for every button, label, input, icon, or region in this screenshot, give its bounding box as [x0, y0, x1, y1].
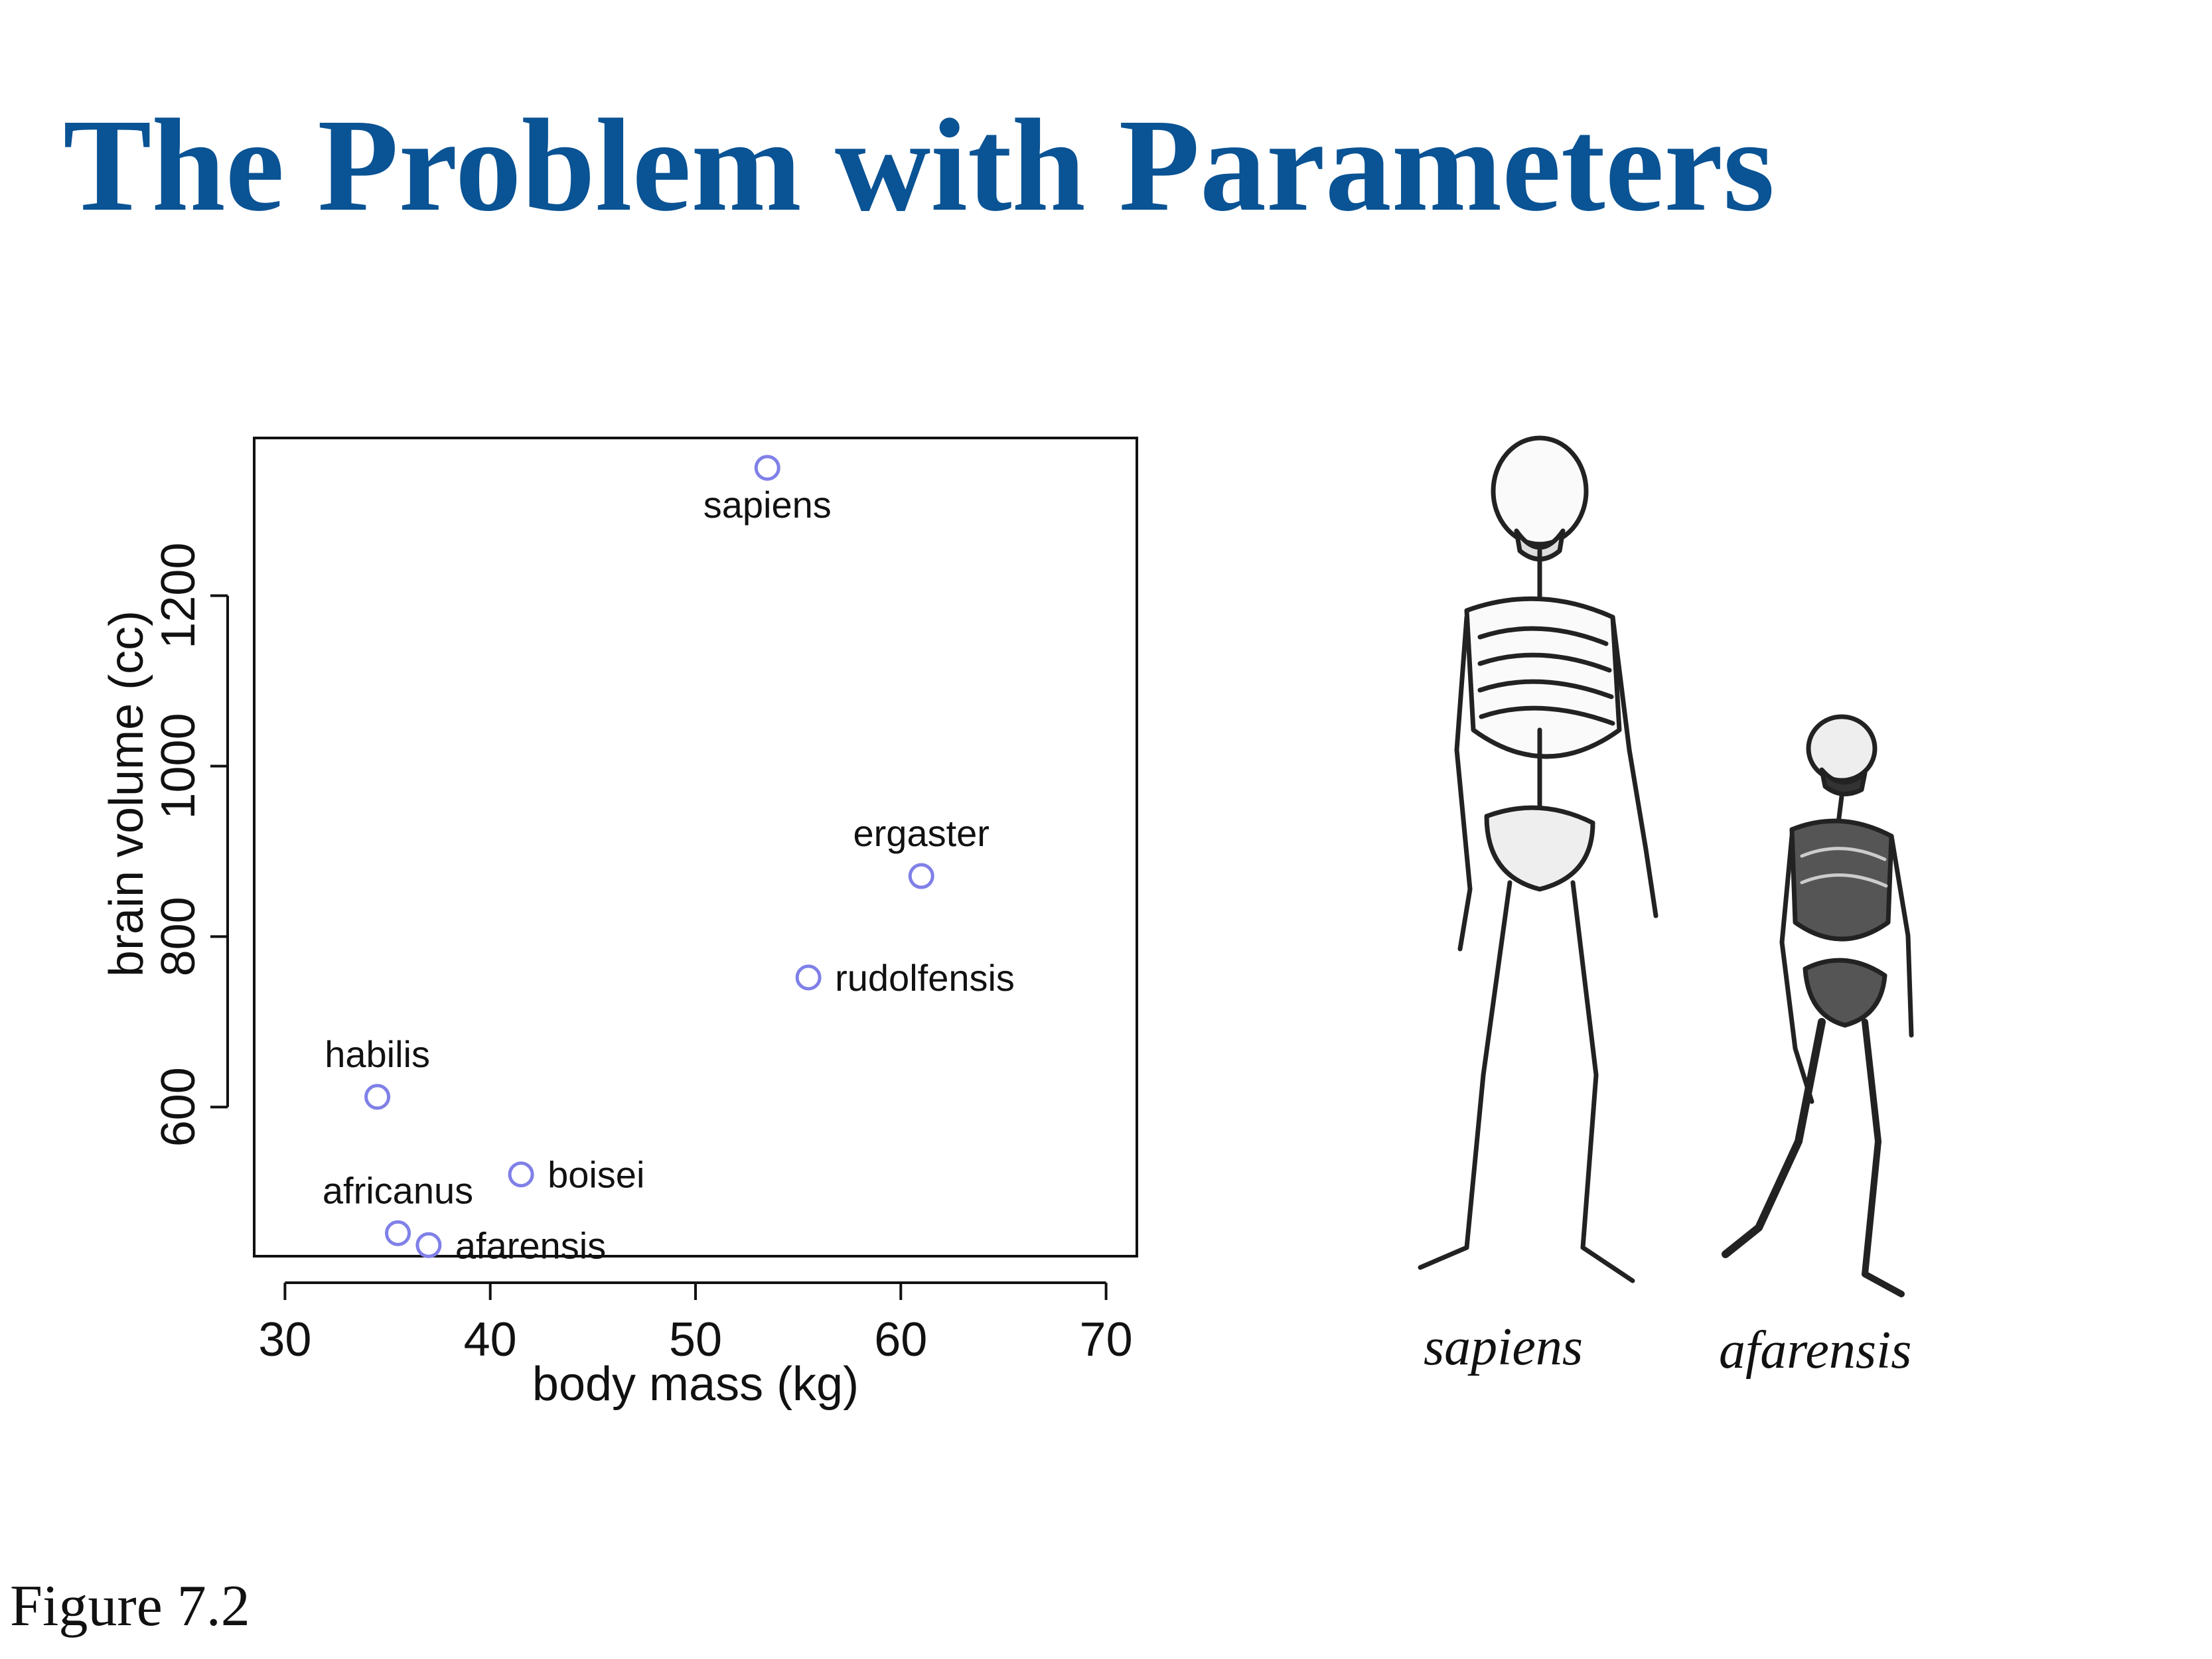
y-tick-label: 1200 — [152, 543, 205, 649]
y-axis: 600 800 1000 1200 — [152, 543, 229, 1147]
y-tick-label: 800 — [152, 897, 205, 976]
point-label-rudolfensis: rudolfensis — [835, 957, 1015, 999]
figure-label: Figure 7.2 — [10, 1574, 250, 1638]
data-point-africanus — [385, 1220, 411, 1246]
x-axis: 30 40 50 60 70 — [258, 1281, 1133, 1366]
point-label-afarensis: afarensis — [455, 1224, 606, 1266]
scatter-chart: 30 40 50 60 70 600 800 1000 1200 afarensis afric… — [100, 437, 1138, 1411]
slide-title: The Problem with Parameters — [63, 92, 1775, 239]
data-points: afarensis africanus habilis boisei rudolfens… — [323, 455, 1015, 1266]
data-point-habilis — [364, 1084, 391, 1110]
afarensis-caption: afarensis — [1719, 1321, 1912, 1380]
data-point-ergaster — [908, 863, 934, 889]
point-label-sapiens: sapiens — [703, 484, 832, 526]
point-label-ergaster: ergaster — [853, 812, 990, 854]
point-label-boisei: boisei — [548, 1154, 644, 1196]
data-point-rudolfensis — [795, 964, 822, 991]
x-tick-label: 60 — [874, 1313, 927, 1366]
x-tick-label: 50 — [669, 1313, 722, 1366]
y-tick-label: 1000 — [152, 713, 205, 819]
y-axis-title: brain volume (cc) — [100, 611, 153, 977]
data-point-boisei — [508, 1161, 534, 1188]
x-axis-title: body mass (kg) — [532, 1358, 859, 1411]
x-tick-label: 40 — [464, 1313, 517, 1366]
data-point-sapiens — [754, 455, 780, 481]
x-tick-label: 70 — [1080, 1313, 1133, 1366]
data-point-afarensis — [415, 1232, 442, 1258]
x-tick-label: 30 — [258, 1313, 311, 1366]
sapiens-skeleton — [1418, 435, 1659, 1283]
y-tick-label: 600 — [152, 1067, 205, 1147]
point-label-habilis: habilis — [325, 1033, 430, 1075]
point-label-africanus: africanus — [323, 1169, 473, 1211]
sapiens-caption: sapiens — [1424, 1318, 1583, 1376]
afarensis-skeleton — [1722, 714, 1914, 1297]
plot-frame — [253, 437, 1138, 1258]
